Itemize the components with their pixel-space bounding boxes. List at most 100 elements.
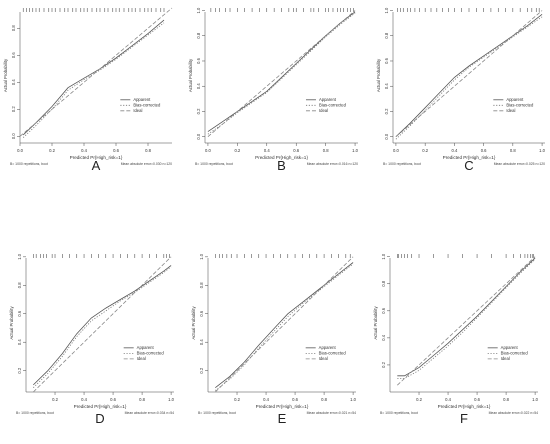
panel-f-xtick-label: 0.8 [503, 397, 509, 402]
panel-b-xlabel: Predicted Pr{High_risk=1} [255, 155, 308, 160]
panel-e-xtick-label: 0.6 [292, 397, 298, 402]
panel-c-footer-right: Mean absolute error=0.025 n=120 [494, 162, 545, 166]
panel-c-xtick-label: 0.8 [510, 148, 516, 153]
panel-b-legend-label: Apparent [319, 97, 337, 102]
panel-a-series-bias-corrected [22, 22, 165, 138]
panel-a-xtick-label: 0.6 [113, 148, 119, 153]
panel-a-ytick-label: 0.0 [11, 133, 16, 139]
panel-a-ytick-label: 0.2 [11, 106, 16, 112]
panel-a-xtick-label: 0.0 [17, 148, 23, 153]
panel-a-xtick-label: 0.4 [81, 148, 87, 153]
panel-a-xlabel: Predicted Pr{High_risk=1} [70, 155, 123, 160]
panel-a-footer-left: B= 1000 repetitions, boot [10, 162, 48, 166]
panel-c-footer-left: B= 1000 repetitions, boot [383, 162, 421, 166]
panel-b-ylabel: Actual Probability [188, 58, 193, 92]
panel-e-ytick-label: 0.2 [199, 367, 204, 373]
panel-e-xtick-label: 0.2 [234, 397, 240, 402]
panel-a-ytick-label: 0.6 [11, 52, 16, 58]
panel-b-xtick-label: 0.4 [264, 148, 270, 153]
panel-f-legend-label: Apparent [501, 345, 519, 350]
panel-f-ytick-label: 0.6 [381, 307, 386, 313]
panel-f-legend-label: Ideal [501, 356, 510, 361]
panel-f-series-apparent [397, 257, 536, 377]
panel-e-letter: E [278, 411, 287, 426]
panel-d-series-bias-corrected [33, 266, 172, 388]
panel-c-xlabel: Predicted Pr{High_risk=1} [443, 155, 496, 160]
panel-e-legend-label: Apparent [319, 345, 337, 350]
panel-a-xtick-label: 0.2 [49, 148, 55, 153]
panel-d-ytick-label: 0.2 [17, 367, 22, 373]
panel-d-footer-left: B= 1000 repetitions, boot [16, 411, 54, 415]
panel-e-xtick-label: 0.4 [263, 397, 269, 402]
panel-f-xtick-label: 0.2 [416, 397, 422, 402]
panel-b-xtick-label: 0.2 [234, 148, 240, 153]
panel-e-series-ideal [215, 256, 354, 393]
panel-c-xtick-label: 0.4 [451, 148, 457, 153]
panel-c-legend-label: Ideal [506, 108, 515, 113]
panel-c-ytick-label: 0.4 [384, 83, 389, 89]
panel-f-xtick-label: 0.6 [474, 397, 480, 402]
panel-d-xtick-label: 1.0 [168, 397, 174, 402]
panel-c-letter: C [464, 158, 473, 173]
panel-a-series-ideal [19, 7, 173, 137]
panel-c-xtick-label: 1.0 [539, 148, 545, 153]
panel-c-ytick-label: 0.6 [384, 57, 389, 63]
panel-d-xtick-label: 0.6 [110, 397, 116, 402]
panel-b-footer-right: Mean absolute error=0.016 n=120 [307, 162, 358, 166]
panel-e-footer-left: B= 1000 repetitions, boot [198, 411, 236, 415]
panel-c-xtick-label: 0.6 [481, 148, 487, 153]
panel-b-legend-label: Bias-corrected [319, 103, 347, 108]
panel-d-ytick-label: 0.6 [17, 310, 22, 316]
panel-b-ytick-label: 0.2 [196, 108, 201, 114]
panel-f-xtick-label: 0.4 [445, 397, 451, 402]
panel-c-ylabel: Actual Probability [376, 58, 381, 92]
panel-e-series-bias-corrected [215, 263, 354, 391]
panel-a-legend-label: Ideal [133, 108, 142, 113]
panel-e-legend-label: Ideal [319, 356, 328, 361]
panel-b-ytick-label: 0.4 [196, 83, 201, 89]
panel-d-series-ideal [33, 256, 172, 393]
panel-e-ytick-label: 0.6 [199, 310, 204, 316]
panel-b-legend-label: Ideal [319, 108, 328, 113]
panel-f-footer-left: B= 1000 repetitions, boot [380, 411, 418, 415]
panel-c-legend-label: Apparent [506, 97, 524, 102]
panel-a-xtick-label: 0.8 [145, 148, 151, 153]
panel-d-xtick-label: 0.2 [52, 397, 58, 402]
panel-d-xlabel: Predicted Pr{High_risk=1} [74, 404, 127, 409]
panel-d-legend-label: Ideal [137, 356, 146, 361]
panel-e-xlabel: Predicted Pr{High_risk=1} [256, 404, 309, 409]
panel-d-xtick-label: 0.8 [139, 397, 145, 402]
panel-b-footer-left: B= 1000 repetitions, boot [195, 162, 233, 166]
panel-b-ytick-label: 0.6 [196, 57, 201, 63]
panel-c-xtick-label: 0.2 [422, 148, 428, 153]
panel-e-xtick-label: 1.0 [350, 397, 356, 402]
panel-d-letter: D [95, 411, 104, 426]
panel-f-ytick-label: 0.8 [381, 280, 386, 286]
panel-d-legend-label: Apparent [137, 345, 155, 350]
panel-c-legend-label: Bias-corrected [506, 103, 534, 108]
panel-a-series-apparent [22, 19, 165, 136]
panel-e-xtick-label: 0.8 [321, 397, 327, 402]
panel-b-ytick-label: 0.0 [196, 133, 201, 139]
panel-f-xtick-label: 1.0 [532, 397, 538, 402]
panel-f-legend-label: Bias-corrected [501, 351, 529, 356]
panel-a-ylabel: Actual Probability [3, 58, 8, 92]
panel-c-ytick-label: 0.2 [384, 108, 389, 114]
panel-b-series-apparent [207, 11, 356, 132]
panel-f-ytick-label: 0.2 [381, 361, 386, 367]
panel-d-ytick-label: 0.4 [17, 339, 22, 345]
panel-a-ytick-label: 0.8 [11, 25, 16, 31]
panel-f-xlabel: Predicted Pr{High_risk=1} [438, 404, 491, 409]
panel-e-series-apparent [215, 262, 354, 389]
panel-c-series-apparent [395, 13, 543, 137]
panel-d-legend-label: Bias-corrected [137, 351, 165, 356]
panel-f-ylabel: Actual Probability [373, 306, 378, 340]
panel-c-series-ideal [395, 10, 543, 138]
panel-e-footer-right: Mean absolute error=0.021 n=54 [307, 411, 357, 415]
panel-e-ytick-label: 0.4 [199, 339, 204, 345]
panel-f-ytick-label: 0.4 [381, 334, 386, 340]
panel-b-xtick-label: 0.0 [205, 148, 211, 153]
panel-d-ytick-label: 0.8 [17, 282, 22, 288]
panel-b-letter: B [277, 158, 286, 173]
